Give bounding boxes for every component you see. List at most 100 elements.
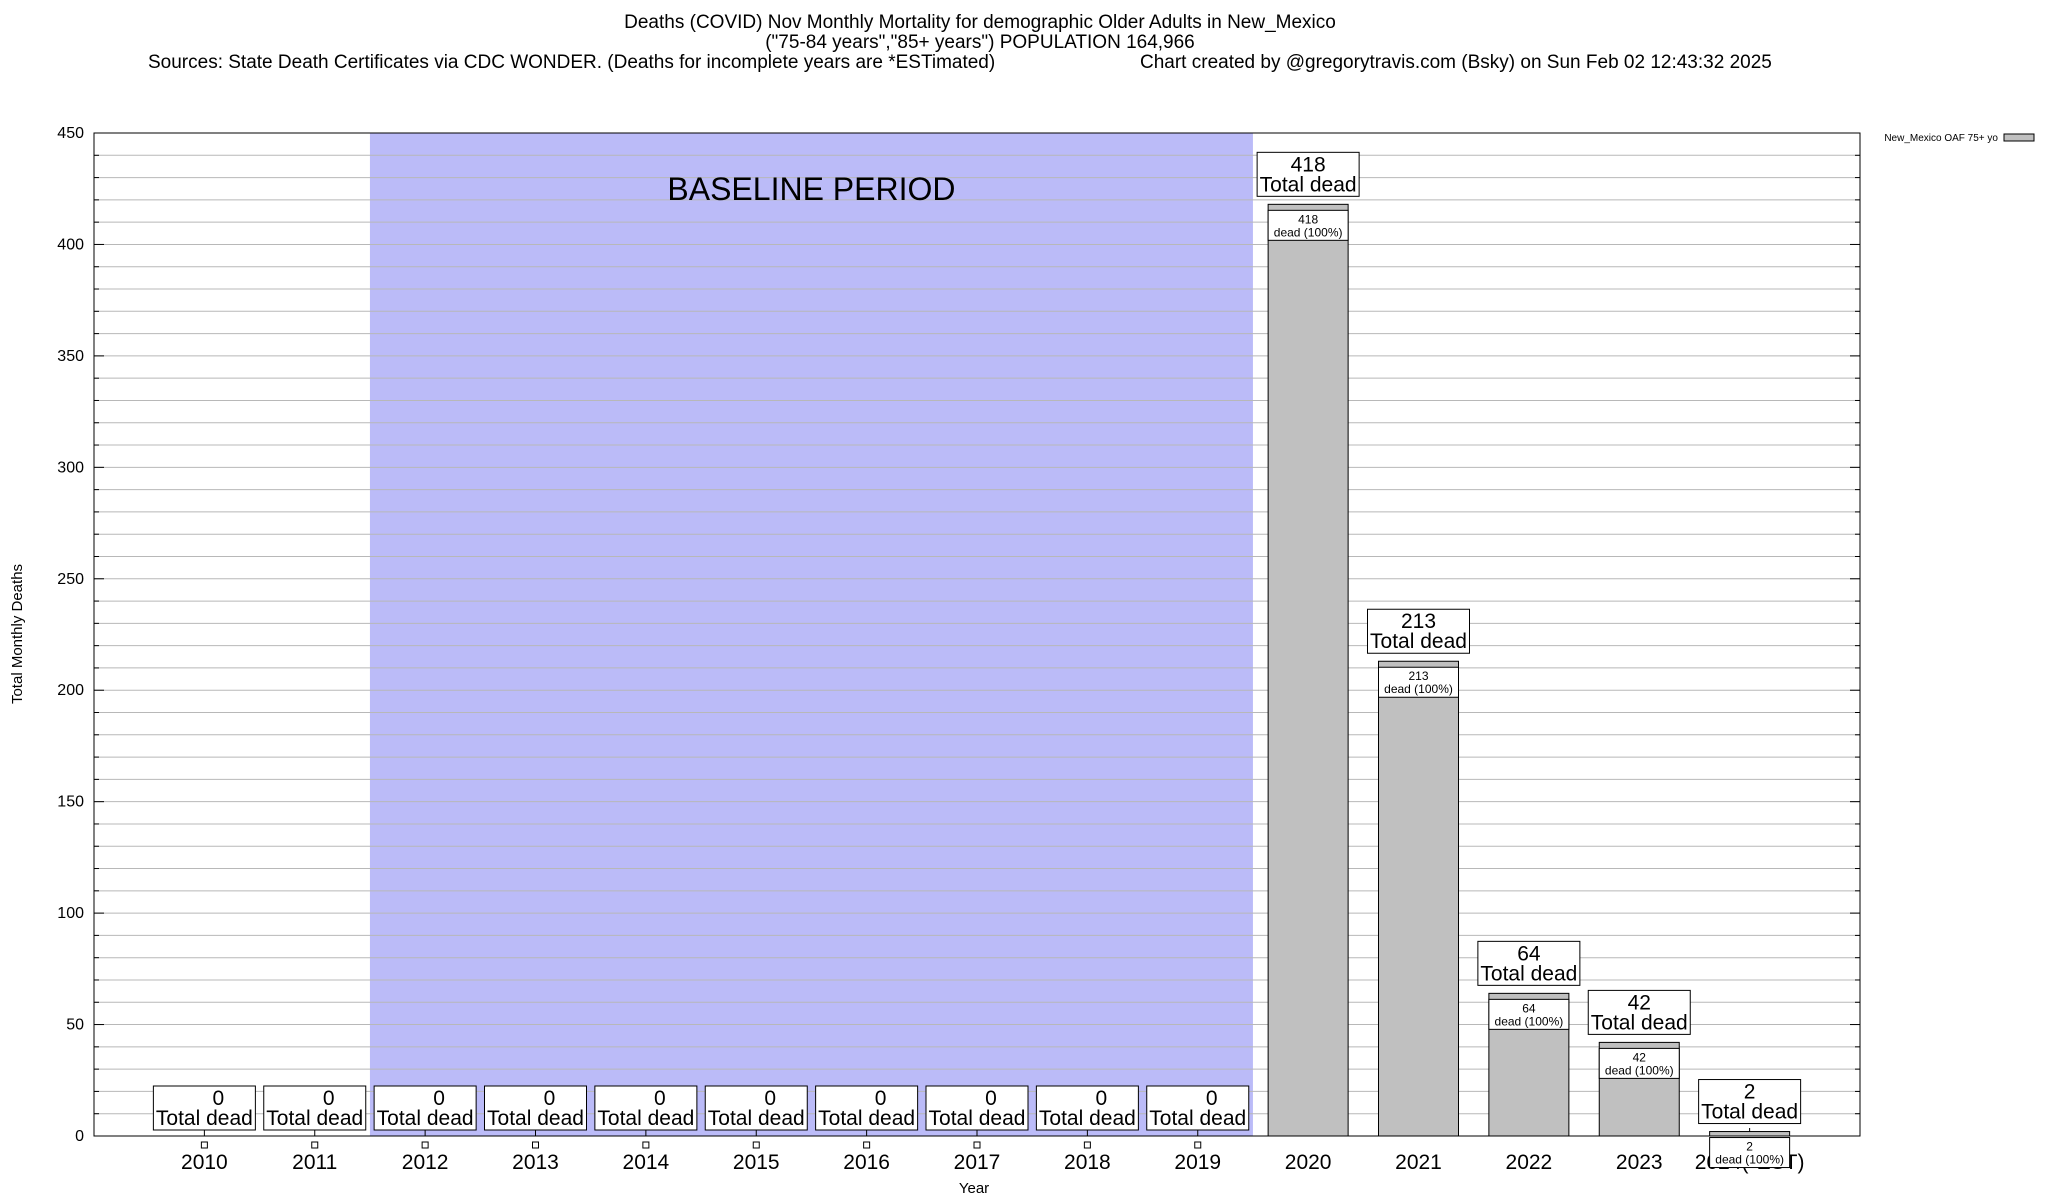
total-label-box: [1698, 1079, 1802, 1125]
y-axis-label: Total Monthly Deaths: [9, 564, 26, 704]
total-value-label: 0: [433, 1087, 445, 1110]
x-tick-label: 2017: [954, 1151, 1001, 1174]
zero-marker: [1194, 1141, 1202, 1149]
share-label: dead (100%): [1274, 225, 1343, 239]
total-value-label: 0: [323, 1087, 335, 1110]
total-label-box: [1256, 151, 1360, 197]
y-tick-label: 350: [57, 348, 84, 365]
total-label-box: [1035, 1085, 1139, 1131]
x-tick-label: 2011: [292, 1151, 337, 1174]
total-value-label: 2: [1744, 1081, 1756, 1104]
chart-subtitle: ("75-84 years","85+ years") POPULATION 1…: [765, 32, 1195, 53]
total-value-label: 0: [1096, 1087, 1108, 1110]
y-tick-label: 400: [57, 236, 84, 253]
zero-marker: [1083, 1141, 1091, 1149]
share-value-label: 418: [1298, 212, 1318, 226]
total-label: Total dead: [818, 1107, 915, 1130]
total-value-label: 0: [985, 1087, 997, 1110]
chart-title: Deaths (COVID) Nov Monthly Mortality for…: [624, 12, 1336, 33]
share-label-box: [1709, 1137, 1791, 1169]
x-tick-label: 2013: [512, 1151, 559, 1174]
total-value-label: 418: [1291, 153, 1326, 176]
y-tick-label: 100: [57, 905, 84, 922]
x-tick-label: 2016: [843, 1151, 890, 1174]
total-label: Total dead: [377, 1107, 474, 1130]
x-tick-label: 2021: [1395, 1151, 1442, 1174]
total-label-box: [815, 1085, 919, 1131]
total-label: Total dead: [1480, 962, 1577, 985]
y-tick-label: 200: [57, 682, 84, 699]
y-tick-label: 450: [57, 125, 84, 142]
total-value-label: 0: [1206, 1087, 1218, 1110]
total-value-label: 0: [875, 1087, 887, 1110]
total-label: Total dead: [708, 1107, 805, 1130]
total-label-box: [1146, 1085, 1250, 1131]
y-tick-label: 250: [57, 571, 84, 588]
zero-marker: [642, 1141, 650, 1149]
chart-sources: Sources: State Death Certificates via CD…: [148, 52, 996, 73]
total-label-box: [1587, 989, 1691, 1035]
total-label-box: [1477, 940, 1581, 986]
zero-marker: [532, 1141, 539, 1149]
total-label-box: [704, 1085, 808, 1131]
share-label-box: [1267, 209, 1349, 241]
x-tick-label: 2018: [1064, 1151, 1111, 1174]
zero-marker: [863, 1141, 871, 1149]
share-label-box: [1378, 666, 1459, 698]
x-tick-label: 2020: [1285, 1151, 1332, 1174]
total-value-label: 213: [1401, 610, 1436, 633]
x-tick-label: 2014: [623, 1151, 670, 1174]
share-label: dead (100%): [1384, 682, 1453, 696]
total-label: Total dead: [929, 1107, 1026, 1130]
total-label: Total dead: [1370, 630, 1467, 653]
total-label-box: [484, 1085, 587, 1131]
zero-marker: [973, 1141, 981, 1149]
x-tick-label: 2010: [181, 1151, 228, 1174]
share-label-box: [1598, 1047, 1680, 1079]
total-label: Total dead: [1260, 173, 1357, 196]
total-label-box: [1367, 608, 1470, 654]
y-tick-label: 300: [57, 459, 84, 476]
y-tick-label: 0: [75, 1128, 84, 1145]
zero-marker: [421, 1141, 429, 1149]
share-value-label: 2: [1746, 1140, 1753, 1154]
share-value-label: 64: [1522, 1001, 1536, 1015]
total-value-label: 42: [1628, 991, 1651, 1014]
chart-credit: Chart created by @gregorytravis.com (Bsk…: [1140, 52, 1772, 73]
share-label: dead (100%): [1605, 1063, 1674, 1077]
total-value-label: 64: [1517, 942, 1541, 965]
share-label: dead (100%): [1495, 1014, 1564, 1028]
zero-marker: [752, 1141, 760, 1149]
x-tick-label: 2019: [1174, 1151, 1221, 1174]
bar: [1709, 1131, 1791, 1137]
share-label: dead (100%): [1715, 1153, 1784, 1167]
y-tick-label: 150: [57, 794, 84, 811]
total-label: Total dead: [487, 1107, 584, 1130]
total-label: Total dead: [1701, 1101, 1798, 1124]
share-value-label: 42: [1633, 1050, 1647, 1064]
bar: [1378, 660, 1459, 1137]
x-tick-label: 2012: [402, 1151, 449, 1174]
share-label-box: [1488, 998, 1570, 1030]
total-value-label: 0: [764, 1087, 776, 1110]
total-label-box: [263, 1085, 367, 1131]
total-label: Total dead: [1039, 1107, 1136, 1130]
legend-label: New_Mexico OAF 75+ yo: [1884, 133, 1998, 144]
zero-marker: [200, 1141, 208, 1149]
legend-swatch: [2003, 133, 2035, 142]
total-value-label: 0: [544, 1087, 556, 1110]
y-tick-label: 50: [66, 1017, 84, 1034]
total-label: Total dead: [1149, 1107, 1246, 1130]
baseline-period-label: BASELINE PERIOD: [667, 171, 955, 207]
total-label: Total dead: [266, 1107, 363, 1130]
total-value-label: 0: [654, 1087, 666, 1110]
x-tick-label: 2022: [1506, 1151, 1553, 1174]
x-axis-label: Year: [959, 1180, 989, 1197]
total-label-box: [373, 1085, 477, 1131]
total-label: Total dead: [1591, 1011, 1688, 1034]
zero-marker: [311, 1141, 319, 1149]
bar: [1267, 203, 1349, 1137]
share-value-label: 213: [1408, 669, 1428, 683]
total-value-label: 0: [213, 1087, 225, 1110]
